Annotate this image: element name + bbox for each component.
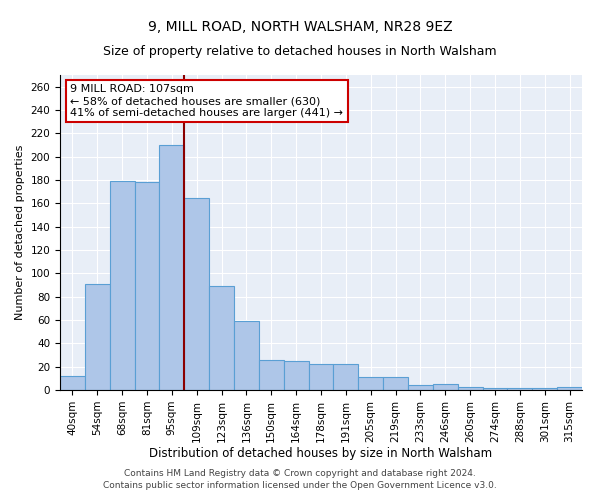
Bar	[85, 284, 110, 390]
Bar	[259, 360, 284, 390]
Bar	[508, 388, 532, 390]
Bar	[408, 386, 433, 390]
Bar	[110, 181, 134, 390]
Bar	[209, 286, 234, 390]
Text: Size of property relative to detached houses in North Walsham: Size of property relative to detached ho…	[103, 45, 497, 58]
Text: Contains public sector information licensed under the Open Government Licence v3: Contains public sector information licen…	[103, 481, 497, 490]
Bar	[458, 386, 482, 390]
Bar	[358, 377, 383, 390]
Y-axis label: Number of detached properties: Number of detached properties	[15, 145, 25, 320]
Bar	[482, 388, 508, 390]
Bar	[532, 388, 557, 390]
Bar	[284, 361, 308, 390]
Bar	[334, 364, 358, 390]
Bar	[383, 377, 408, 390]
Bar	[134, 182, 160, 390]
Text: 9, MILL ROAD, NORTH WALSHAM, NR28 9EZ: 9, MILL ROAD, NORTH WALSHAM, NR28 9EZ	[148, 20, 452, 34]
Bar	[308, 364, 334, 390]
Bar	[234, 321, 259, 390]
Bar	[557, 386, 582, 390]
Text: Contains HM Land Registry data © Crown copyright and database right 2024.: Contains HM Land Registry data © Crown c…	[124, 468, 476, 477]
Bar	[60, 376, 85, 390]
Bar	[160, 145, 184, 390]
X-axis label: Distribution of detached houses by size in North Walsham: Distribution of detached houses by size …	[149, 448, 493, 460]
Bar	[184, 198, 209, 390]
Bar	[433, 384, 458, 390]
Text: 9 MILL ROAD: 107sqm
← 58% of detached houses are smaller (630)
41% of semi-detac: 9 MILL ROAD: 107sqm ← 58% of detached ho…	[70, 84, 343, 117]
